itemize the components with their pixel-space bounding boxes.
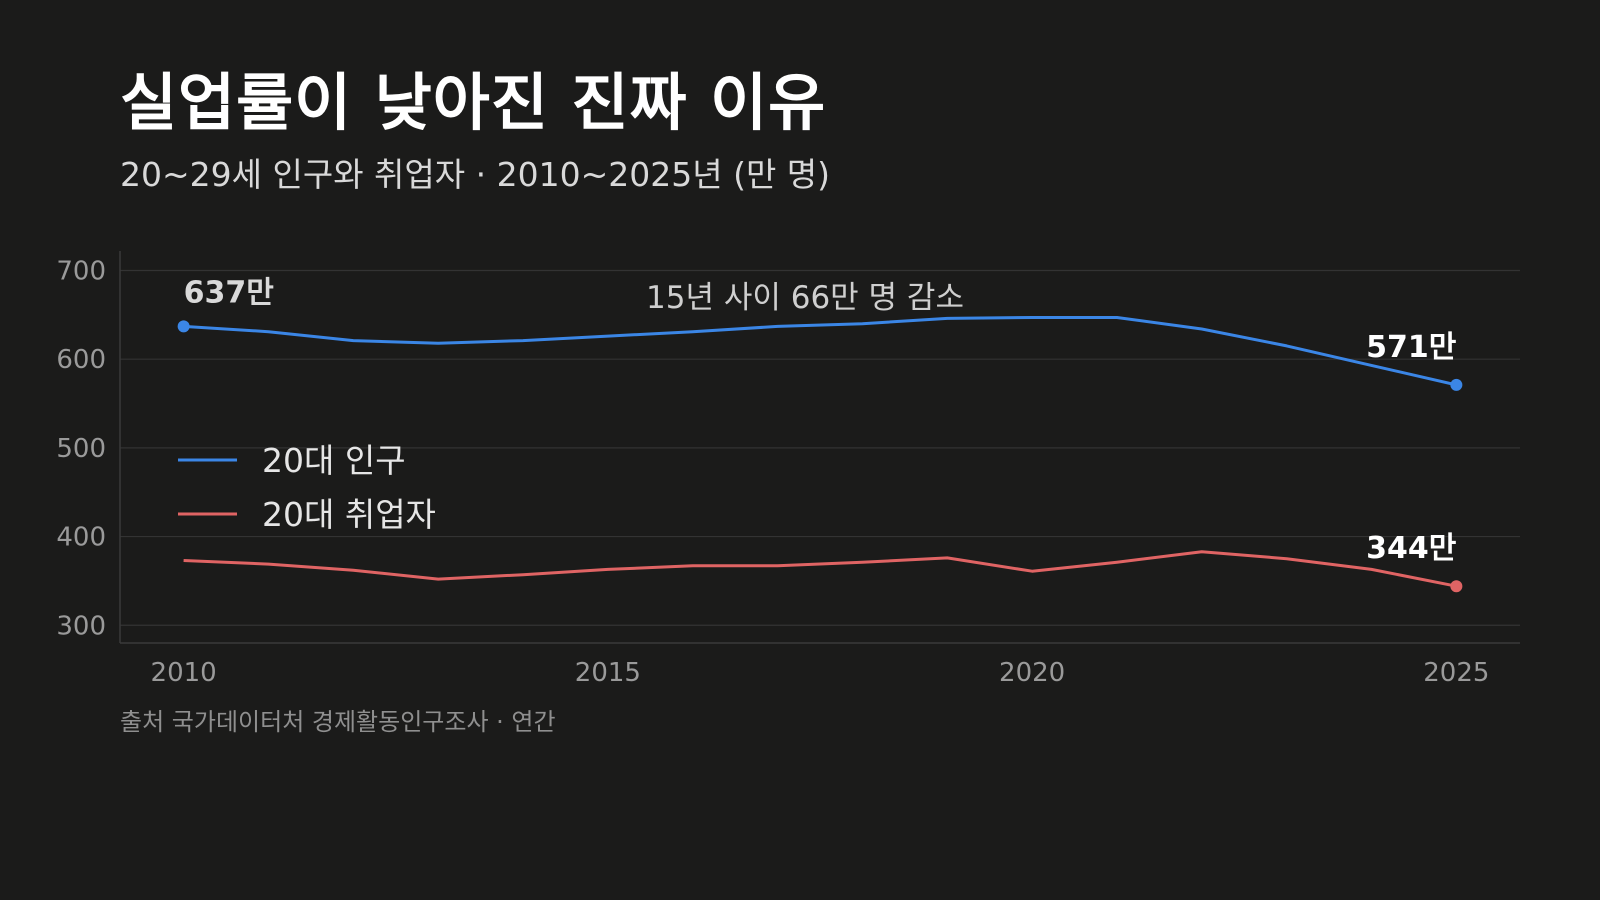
end-value-label-1: 344만 [1366, 531, 1457, 566]
legend: 20대 인구 20대 취업자 [178, 441, 436, 534]
end-point-1 [1450, 580, 1463, 593]
source-note: 출처 국가데이터처 경제활동인구조사 · 연간 [120, 708, 556, 736]
annotation-text: 15년 사이 66만 명 감소 [646, 280, 964, 316]
x-tick-label: 2020 [999, 658, 1065, 688]
y-tick-label: 700 [56, 257, 106, 287]
chart-subtitle: 20~29세 인구와 취업자 · 2010~2025년 (만 명) [120, 155, 831, 194]
y-axis-ticks: 700 600 500 400 300 [56, 257, 106, 642]
series-line-1 [183, 550, 1457, 588]
y-tick-label: 400 [56, 523, 106, 553]
x-tick-label: 2010 [151, 658, 217, 688]
axes [119, 251, 1520, 644]
series-lines [183, 316, 1457, 588]
end-point-0 [1450, 378, 1463, 391]
y-tick-label: 300 [56, 611, 106, 641]
legend-label-1: 20대 취업자 [262, 495, 436, 534]
y-tick-label: 500 [56, 434, 106, 464]
chart-title: 실업률이 낮아진 진짜 이유 [120, 66, 827, 139]
y-tick-label: 600 [56, 345, 106, 375]
x-tick-label: 2015 [575, 658, 641, 688]
end-value-label-0: 571만 [1366, 330, 1457, 365]
start-value-label-0: 637만 [184, 275, 275, 310]
grid-lines [120, 269, 1520, 626]
series-points [177, 320, 1463, 593]
data-labels: 571만 637만 344만 [184, 275, 1457, 566]
series-line-0 [183, 316, 1457, 387]
x-axis-ticks: 2010 2015 2020 2025 [151, 658, 1490, 688]
start-point-0 [177, 320, 190, 333]
x-tick-label: 2025 [1423, 658, 1489, 688]
legend-label-0: 20대 인구 [262, 441, 406, 480]
